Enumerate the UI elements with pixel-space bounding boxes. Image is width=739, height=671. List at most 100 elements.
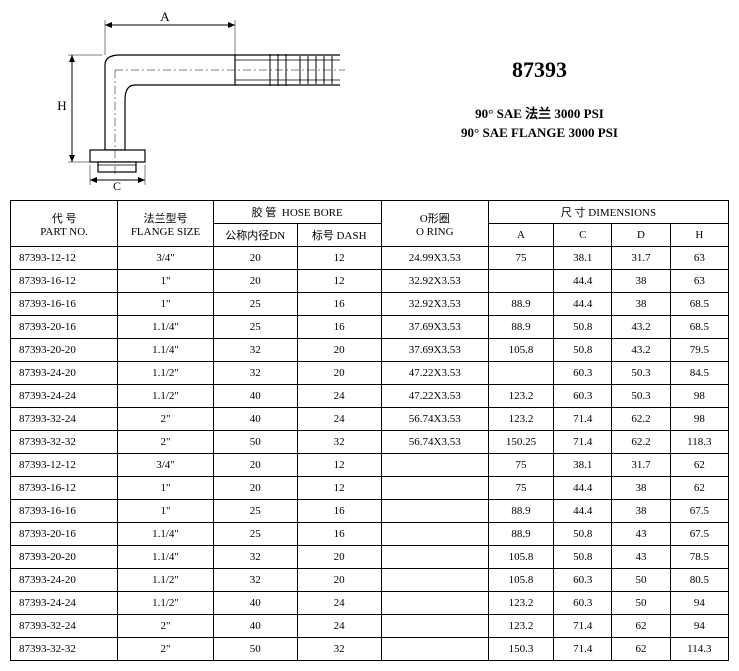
cell-dash: 20 (297, 546, 381, 569)
cell-dn: 25 (213, 523, 297, 546)
cell-partno: 87393-16-16 (11, 293, 118, 316)
cell-oring (381, 454, 488, 477)
cell-flange: 2" (118, 431, 214, 454)
cell-C: 50.8 (554, 523, 612, 546)
cell-A: 105.8 (488, 546, 553, 569)
cell-H: 63 (670, 270, 728, 293)
cell-oring: 56.74X3.53 (381, 431, 488, 454)
cell-partno: 87393-16-16 (11, 500, 118, 523)
cell-H: 80.5 (670, 569, 728, 592)
cell-oring: 56.74X3.53 (381, 408, 488, 431)
cell-dn: 32 (213, 339, 297, 362)
cell-D: 62.2 (612, 408, 670, 431)
cell-flange: 1" (118, 293, 214, 316)
cell-C: 71.4 (554, 638, 612, 661)
cell-dash: 20 (297, 362, 381, 385)
cell-A: 105.8 (488, 339, 553, 362)
cell-D: 31.7 (612, 454, 670, 477)
cell-flange: 1.1/4" (118, 339, 214, 362)
cell-C: 38.1 (554, 247, 612, 270)
cell-dn: 25 (213, 500, 297, 523)
cell-A: 88.9 (488, 500, 553, 523)
cell-oring: 32.92X3.53 (381, 270, 488, 293)
hdr-partno: 代 号PART NO. (11, 201, 118, 247)
table-row: 87393-12-123/4"20127538.131.762 (11, 454, 729, 477)
table-row: 87393-20-161.1/4"251688.950.84367.5 (11, 523, 729, 546)
cell-dn: 40 (213, 592, 297, 615)
cell-D: 50 (612, 569, 670, 592)
cell-D: 38 (612, 270, 670, 293)
cell-flange: 1.1/4" (118, 523, 214, 546)
cell-H: 84.5 (670, 362, 728, 385)
model-number: 87393 (350, 57, 729, 83)
cell-A: 150.3 (488, 638, 553, 661)
cell-A: 75 (488, 454, 553, 477)
table-row: 87393-12-123/4"201224.99X3.537538.131.76… (11, 247, 729, 270)
cell-dn: 40 (213, 385, 297, 408)
cell-H: 68.5 (670, 293, 728, 316)
cell-H: 94 (670, 592, 728, 615)
cell-dash: 16 (297, 293, 381, 316)
cell-C: 60.3 (554, 569, 612, 592)
cell-dn: 20 (213, 270, 297, 293)
cell-oring (381, 523, 488, 546)
dim-C-label: C (113, 179, 121, 190)
cell-partno: 87393-16-12 (11, 477, 118, 500)
cell-oring: 47.22X3.53 (381, 385, 488, 408)
cell-partno: 87393-32-32 (11, 431, 118, 454)
cell-H: 98 (670, 408, 728, 431)
cell-partno: 87393-32-32 (11, 638, 118, 661)
table-row: 87393-16-121"201232.92X3.5344.43863 (11, 270, 729, 293)
cell-H: 62 (670, 477, 728, 500)
cell-partno: 87393-16-12 (11, 270, 118, 293)
cell-dn: 40 (213, 615, 297, 638)
table-body: 87393-12-123/4"201224.99X3.537538.131.76… (11, 247, 729, 661)
cell-dash: 24 (297, 592, 381, 615)
hdr-H: H (670, 224, 728, 247)
hdr-dims: 尺 寸 DIMENSIONS (488, 201, 728, 224)
cell-oring (381, 638, 488, 661)
cell-partno: 87393-24-20 (11, 362, 118, 385)
cell-dn: 50 (213, 431, 297, 454)
spec-table: 代 号PART NO. 法兰型号FLANGE SIZE 胶 管 HOSE BOR… (10, 200, 729, 661)
technical-drawing: A (10, 10, 350, 190)
cell-C: 71.4 (554, 615, 612, 638)
cell-partno: 87393-20-20 (11, 339, 118, 362)
cell-C: 60.3 (554, 592, 612, 615)
top-section: A (10, 10, 729, 190)
hdr-D: D (612, 224, 670, 247)
table-row: 87393-24-201.1/2"3220105.860.35080.5 (11, 569, 729, 592)
hdr-hose: 胶 管 HOSE BORE (213, 201, 381, 224)
cell-partno: 87393-20-16 (11, 316, 118, 339)
description-en: 90° SAE FLANGE 3000 PSI (350, 125, 729, 141)
dim-A-label: A (160, 10, 170, 24)
cell-A: 123.2 (488, 592, 553, 615)
cell-dash: 16 (297, 523, 381, 546)
cell-dn: 32 (213, 569, 297, 592)
cell-H: 79.5 (670, 339, 728, 362)
cell-oring (381, 500, 488, 523)
cell-D: 43 (612, 546, 670, 569)
cell-dn: 32 (213, 546, 297, 569)
cell-A: 123.2 (488, 385, 553, 408)
cell-dn: 20 (213, 477, 297, 500)
cell-H: 68.5 (670, 316, 728, 339)
cell-A: 88.9 (488, 316, 553, 339)
cell-oring (381, 615, 488, 638)
cell-dash: 12 (297, 270, 381, 293)
cell-oring: 37.69X3.53 (381, 316, 488, 339)
cell-flange: 1.1/2" (118, 362, 214, 385)
cell-dn: 20 (213, 247, 297, 270)
cell-flange: 1.1/2" (118, 569, 214, 592)
cell-A: 88.9 (488, 523, 553, 546)
cell-oring (381, 592, 488, 615)
cell-C: 60.3 (554, 362, 612, 385)
cell-D: 43.2 (612, 339, 670, 362)
cell-C: 71.4 (554, 431, 612, 454)
cell-flange: 1.1/4" (118, 316, 214, 339)
cell-dn: 25 (213, 293, 297, 316)
cell-flange: 1.1/2" (118, 385, 214, 408)
cell-oring: 47.22X3.53 (381, 362, 488, 385)
cell-dash: 32 (297, 431, 381, 454)
cell-dash: 12 (297, 454, 381, 477)
